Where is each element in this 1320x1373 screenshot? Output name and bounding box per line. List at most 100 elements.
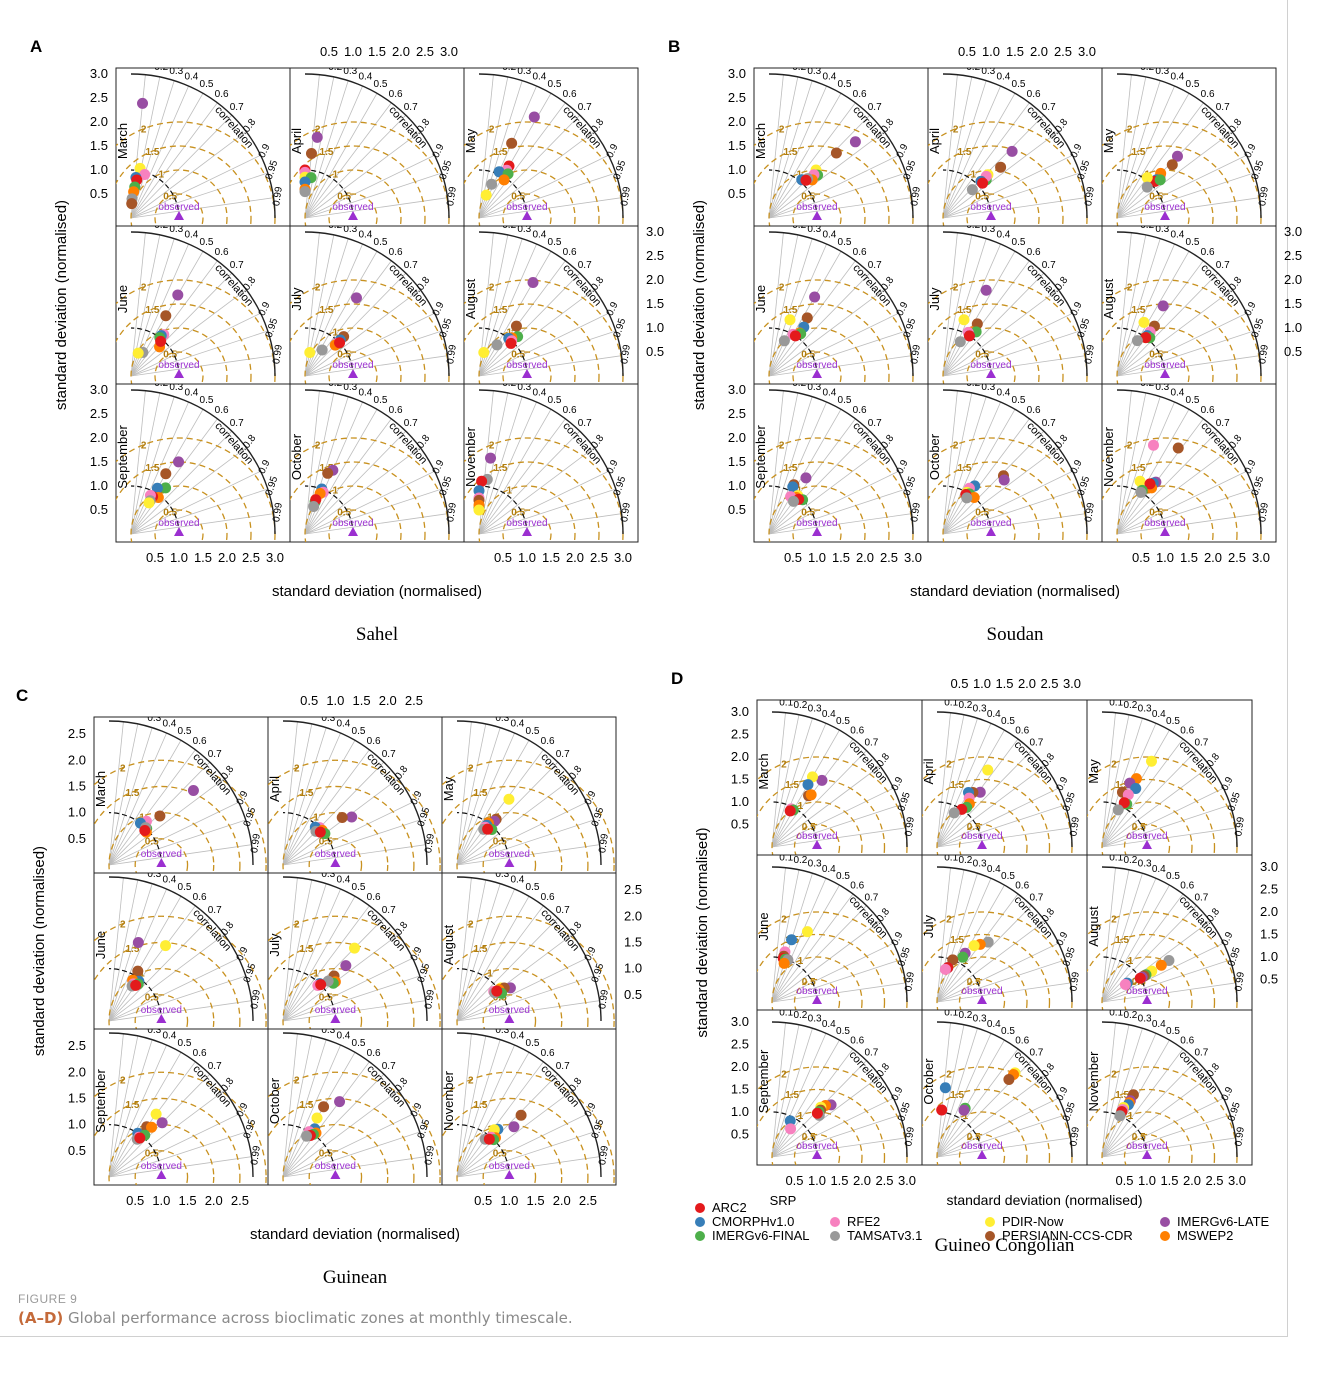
rms-label: 1.5 bbox=[958, 305, 972, 316]
rms-contour bbox=[1101, 1111, 1193, 1165]
month-panel-november: 0.511.520.10.20.30.40.50.60.70.80.90.950… bbox=[1101, 383, 1277, 543]
correlation-tick: 0.5 bbox=[352, 726, 366, 737]
outer-arc bbox=[130, 389, 276, 535]
correlation-tick: 0.9 bbox=[605, 300, 621, 318]
rms-label: 0.5 bbox=[163, 350, 177, 361]
correlation-line bbox=[768, 197, 912, 219]
rms-label: 1.5 bbox=[950, 780, 964, 791]
rms-contour bbox=[482, 994, 537, 1029]
correlation-line bbox=[942, 418, 1030, 535]
correlation-line bbox=[1101, 1075, 1211, 1158]
rms-label: 2 bbox=[489, 283, 495, 294]
correlation-line bbox=[942, 197, 1086, 219]
x-tick: 1.0 bbox=[170, 550, 188, 565]
y-tick: 1.0 bbox=[90, 162, 108, 177]
correlation-tick: 0.3 bbox=[807, 224, 821, 235]
y-tick: 1.0 bbox=[1284, 320, 1302, 335]
observed-label: observed bbox=[961, 986, 1002, 997]
correlation-tick: 0.9 bbox=[257, 458, 273, 476]
point-cmorphv1-0 bbox=[802, 779, 814, 791]
panel-border bbox=[441, 1028, 617, 1186]
rms-label: 2 bbox=[141, 125, 147, 136]
correlation-tick: 0.2 bbox=[328, 62, 342, 73]
month-label: May bbox=[441, 776, 456, 801]
correlation-line bbox=[942, 172, 1080, 219]
point-pdir-now bbox=[1146, 755, 1157, 767]
correlation-line bbox=[771, 905, 867, 1003]
correlation-tick: 0.9 bbox=[605, 458, 621, 476]
point-persiann-ccs-cdr bbox=[126, 198, 138, 210]
rms-contour bbox=[771, 801, 863, 855]
rms-contour bbox=[792, 351, 842, 384]
correlation-tick: 0.99 bbox=[903, 1126, 917, 1147]
rms-label: 1 bbox=[313, 812, 319, 823]
correlation-tick: 0.5 bbox=[1001, 871, 1015, 882]
correlation-line bbox=[1101, 1060, 1197, 1158]
correlation-line bbox=[936, 714, 965, 848]
reference-arc bbox=[1116, 485, 1166, 535]
correlation-tick: 0.5 bbox=[526, 882, 540, 893]
correlation-line bbox=[304, 76, 335, 219]
outer-arc bbox=[768, 389, 914, 535]
x-tick: 3.0 bbox=[904, 550, 922, 565]
correlation-line bbox=[282, 1044, 341, 1178]
correlation-line bbox=[456, 749, 544, 866]
y-tick: 1.0 bbox=[1260, 949, 1278, 964]
correlation-line bbox=[108, 749, 196, 866]
correlation-tick: 0.6 bbox=[1201, 247, 1215, 258]
correlation-tick: 0.9 bbox=[583, 1101, 599, 1119]
observed-marker bbox=[348, 211, 358, 220]
correlation-tick: 0.7 bbox=[1194, 893, 1208, 904]
correlation-tick: 0.95 bbox=[902, 317, 919, 339]
correlation-tick: 0.5 bbox=[548, 237, 562, 248]
correlation-tick: 0.2 bbox=[154, 220, 168, 231]
month-label: September bbox=[756, 1049, 771, 1113]
correlation-line bbox=[304, 289, 421, 377]
point-cmorphv1-0 bbox=[939, 1082, 951, 1094]
rms-label: 2 bbox=[489, 441, 495, 452]
rms-label: 0.5 bbox=[1132, 1132, 1146, 1143]
point-cmorphv1-0 bbox=[1130, 783, 1142, 795]
outer-arc bbox=[456, 720, 602, 866]
point-imergv6-late bbox=[527, 276, 539, 288]
correlation-line bbox=[771, 714, 800, 848]
correlation-line bbox=[456, 934, 573, 1022]
rms-label: 2 bbox=[468, 920, 474, 931]
correlation-line bbox=[771, 1048, 854, 1158]
correlation-line bbox=[478, 470, 609, 535]
correlation-line bbox=[942, 154, 1073, 219]
rms-label: 1.5 bbox=[950, 1090, 964, 1101]
correlation-tick: 0.2 bbox=[502, 62, 516, 73]
observed-label: observed bbox=[1126, 986, 1167, 997]
correlation-line bbox=[768, 272, 871, 377]
correlation-tick: 0.95 bbox=[1061, 946, 1078, 968]
correlation-tick: 0.4 bbox=[162, 875, 176, 886]
reference-arc bbox=[942, 485, 992, 535]
rms-label: 0.5 bbox=[967, 977, 981, 988]
rms-contour bbox=[771, 956, 863, 1010]
correlation-line bbox=[108, 1000, 252, 1022]
observed-marker bbox=[812, 527, 822, 536]
correlation-line bbox=[130, 392, 161, 535]
correlation-line bbox=[108, 721, 124, 866]
point-tamsatv3-1 bbox=[1114, 1110, 1126, 1122]
correlation-line bbox=[282, 1113, 413, 1178]
y-tick: 3.0 bbox=[646, 224, 664, 239]
correlation-tick: 0.4 bbox=[1152, 709, 1166, 720]
rms-label: 1.5 bbox=[494, 305, 508, 316]
observed-label: observed bbox=[158, 202, 199, 213]
correlation-tick: 0.5 bbox=[374, 79, 388, 90]
correlation-line bbox=[768, 131, 885, 219]
correlation-line bbox=[942, 80, 987, 219]
point-imergv6-late bbox=[311, 131, 323, 143]
correlation-line bbox=[942, 251, 1016, 377]
outer-arc bbox=[456, 876, 602, 1022]
correlation-line bbox=[1116, 234, 1147, 377]
correlation-tick: 0.7 bbox=[864, 738, 878, 749]
x-tick: 1.5 bbox=[353, 693, 371, 708]
correlation-tick: 0.99 bbox=[1233, 971, 1247, 992]
legend-swatch bbox=[695, 1217, 705, 1227]
